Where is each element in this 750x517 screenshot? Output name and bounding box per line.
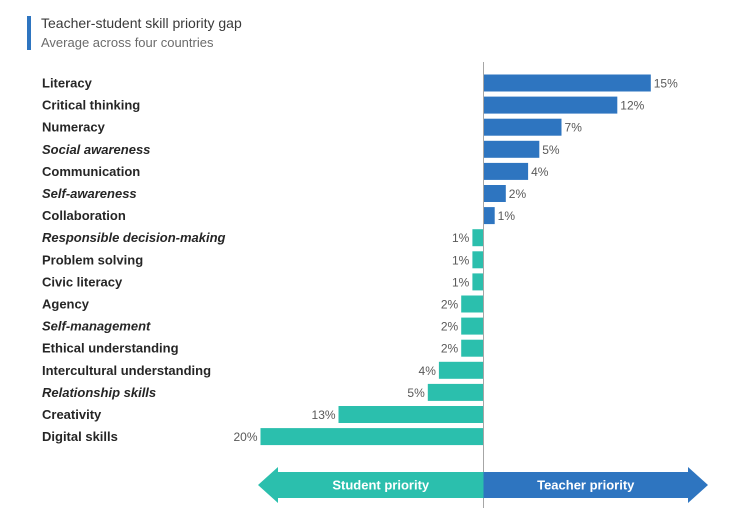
value-label: 13% [312, 408, 336, 422]
bar [483, 185, 506, 202]
value-label: 4% [419, 364, 437, 378]
bar [260, 428, 484, 446]
value-label: 20% [233, 430, 257, 444]
category-label: Social awareness [42, 142, 150, 157]
category-label: Relationship skills [42, 385, 156, 400]
chart-subtitle: Average across four countries [41, 35, 214, 50]
title-accent-bar [27, 16, 31, 50]
category-label: Critical thinking [42, 98, 140, 113]
category-label: Self-awareness [42, 186, 137, 201]
value-label: 1% [452, 231, 470, 245]
bars-group: Literacy 15% Critical thinking 12% Numeracy 7… [42, 74, 678, 446]
chart-title: Teacher-student skill priority gap [41, 15, 242, 31]
category-label: Ethical understanding [42, 341, 179, 356]
bar [427, 383, 484, 401]
value-label: 1% [498, 209, 516, 223]
bar [483, 74, 651, 92]
value-label: 2% [441, 320, 459, 334]
bar [438, 361, 484, 379]
category-label: Digital skills [42, 429, 118, 444]
value-label: 5% [542, 143, 560, 157]
value-label: 5% [407, 386, 425, 400]
value-label: 2% [441, 298, 459, 312]
value-label: 7% [565, 121, 583, 135]
bar [461, 317, 484, 335]
student-priority-arrow [258, 467, 484, 503]
value-label: 2% [441, 342, 459, 356]
bar [338, 406, 484, 423]
category-label: Agency [42, 297, 90, 312]
category-label: Creativity [42, 407, 102, 422]
bar [461, 295, 484, 313]
category-label: Problem solving [42, 252, 143, 267]
bar [483, 96, 618, 114]
value-label: 1% [452, 275, 470, 289]
teacher-priority-label: Teacher priority [537, 478, 635, 493]
value-label: 2% [509, 187, 527, 201]
bar [483, 207, 495, 225]
category-label: Collaboration [42, 208, 126, 223]
category-label: Literacy [42, 76, 93, 91]
category-label: Numeracy [42, 120, 106, 135]
category-label: Intercultural understanding [42, 363, 211, 378]
category-label: Civic literacy [42, 274, 123, 289]
value-label: 15% [654, 77, 678, 91]
bar [483, 118, 562, 136]
bar [472, 229, 484, 247]
bar [472, 273, 484, 291]
category-label: Self-management [42, 319, 151, 334]
direction-arrows: Student priority Teacher priority [258, 467, 708, 503]
bar [483, 162, 529, 180]
category-label: Communication [42, 164, 140, 179]
teacher-priority-arrow [483, 467, 708, 503]
student-priority-label: Student priority [332, 478, 430, 493]
value-label: 12% [620, 99, 644, 113]
bar [461, 339, 484, 357]
value-label: 4% [531, 165, 549, 179]
value-label: 1% [452, 253, 470, 267]
bar [483, 140, 540, 158]
bar [472, 251, 484, 269]
category-label: Responsible decision-making [42, 230, 226, 245]
